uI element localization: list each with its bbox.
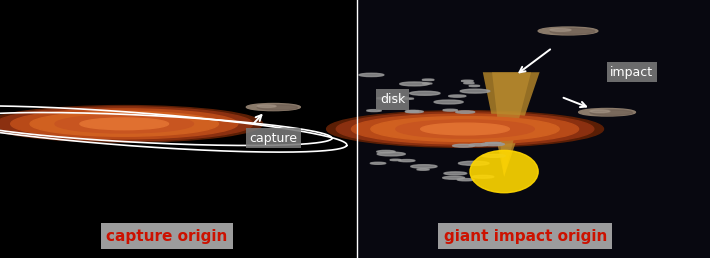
Ellipse shape [414, 128, 439, 132]
Ellipse shape [377, 150, 395, 153]
Text: giant impact origin: giant impact origin [444, 229, 607, 244]
Ellipse shape [434, 100, 463, 104]
Ellipse shape [246, 103, 300, 111]
Ellipse shape [327, 111, 604, 147]
Ellipse shape [417, 169, 430, 170]
Ellipse shape [475, 122, 500, 125]
Ellipse shape [481, 143, 504, 146]
Ellipse shape [405, 110, 423, 113]
Ellipse shape [457, 179, 474, 181]
Ellipse shape [257, 105, 297, 110]
Ellipse shape [590, 110, 610, 112]
Ellipse shape [398, 159, 415, 162]
Ellipse shape [482, 154, 506, 157]
Ellipse shape [462, 80, 474, 82]
Ellipse shape [375, 129, 390, 131]
Ellipse shape [422, 79, 434, 80]
Ellipse shape [381, 97, 400, 100]
Ellipse shape [30, 111, 219, 136]
Ellipse shape [396, 120, 535, 138]
Ellipse shape [469, 144, 488, 146]
Ellipse shape [371, 117, 559, 141]
Ellipse shape [377, 98, 388, 99]
Ellipse shape [0, 107, 253, 141]
Ellipse shape [579, 108, 635, 116]
Ellipse shape [351, 114, 579, 144]
Ellipse shape [444, 172, 466, 175]
Ellipse shape [11, 109, 238, 139]
Ellipse shape [449, 95, 466, 97]
Ellipse shape [337, 112, 594, 146]
Ellipse shape [411, 131, 435, 134]
Ellipse shape [377, 152, 405, 156]
Ellipse shape [80, 118, 168, 130]
Polygon shape [492, 72, 531, 177]
Ellipse shape [470, 150, 538, 193]
Ellipse shape [55, 115, 193, 133]
Polygon shape [483, 72, 540, 177]
Ellipse shape [422, 83, 432, 84]
Ellipse shape [366, 110, 381, 111]
Ellipse shape [590, 110, 633, 115]
Ellipse shape [469, 85, 480, 87]
Ellipse shape [460, 89, 490, 93]
Ellipse shape [550, 28, 595, 34]
Ellipse shape [452, 144, 474, 147]
Ellipse shape [456, 111, 475, 113]
Ellipse shape [400, 82, 429, 86]
Ellipse shape [403, 98, 414, 99]
Ellipse shape [405, 110, 419, 112]
Bar [357, 0, 710, 258]
Ellipse shape [257, 105, 276, 107]
Ellipse shape [0, 106, 263, 142]
Bar [0, 0, 357, 258]
Ellipse shape [411, 165, 437, 168]
Ellipse shape [472, 175, 493, 178]
Ellipse shape [459, 161, 489, 165]
Text: capture: capture [249, 132, 297, 144]
Ellipse shape [359, 73, 384, 77]
Ellipse shape [486, 142, 501, 144]
Text: impact: impact [611, 66, 653, 79]
Ellipse shape [383, 96, 408, 100]
Ellipse shape [421, 123, 509, 135]
Ellipse shape [371, 162, 386, 164]
Text: capture origin: capture origin [106, 229, 227, 244]
Ellipse shape [410, 91, 440, 95]
Ellipse shape [443, 176, 464, 179]
Ellipse shape [443, 109, 457, 111]
Ellipse shape [538, 27, 598, 35]
Ellipse shape [429, 121, 448, 124]
Text: disk: disk [380, 93, 405, 106]
Ellipse shape [550, 29, 571, 31]
Ellipse shape [390, 159, 401, 161]
Ellipse shape [464, 83, 474, 84]
